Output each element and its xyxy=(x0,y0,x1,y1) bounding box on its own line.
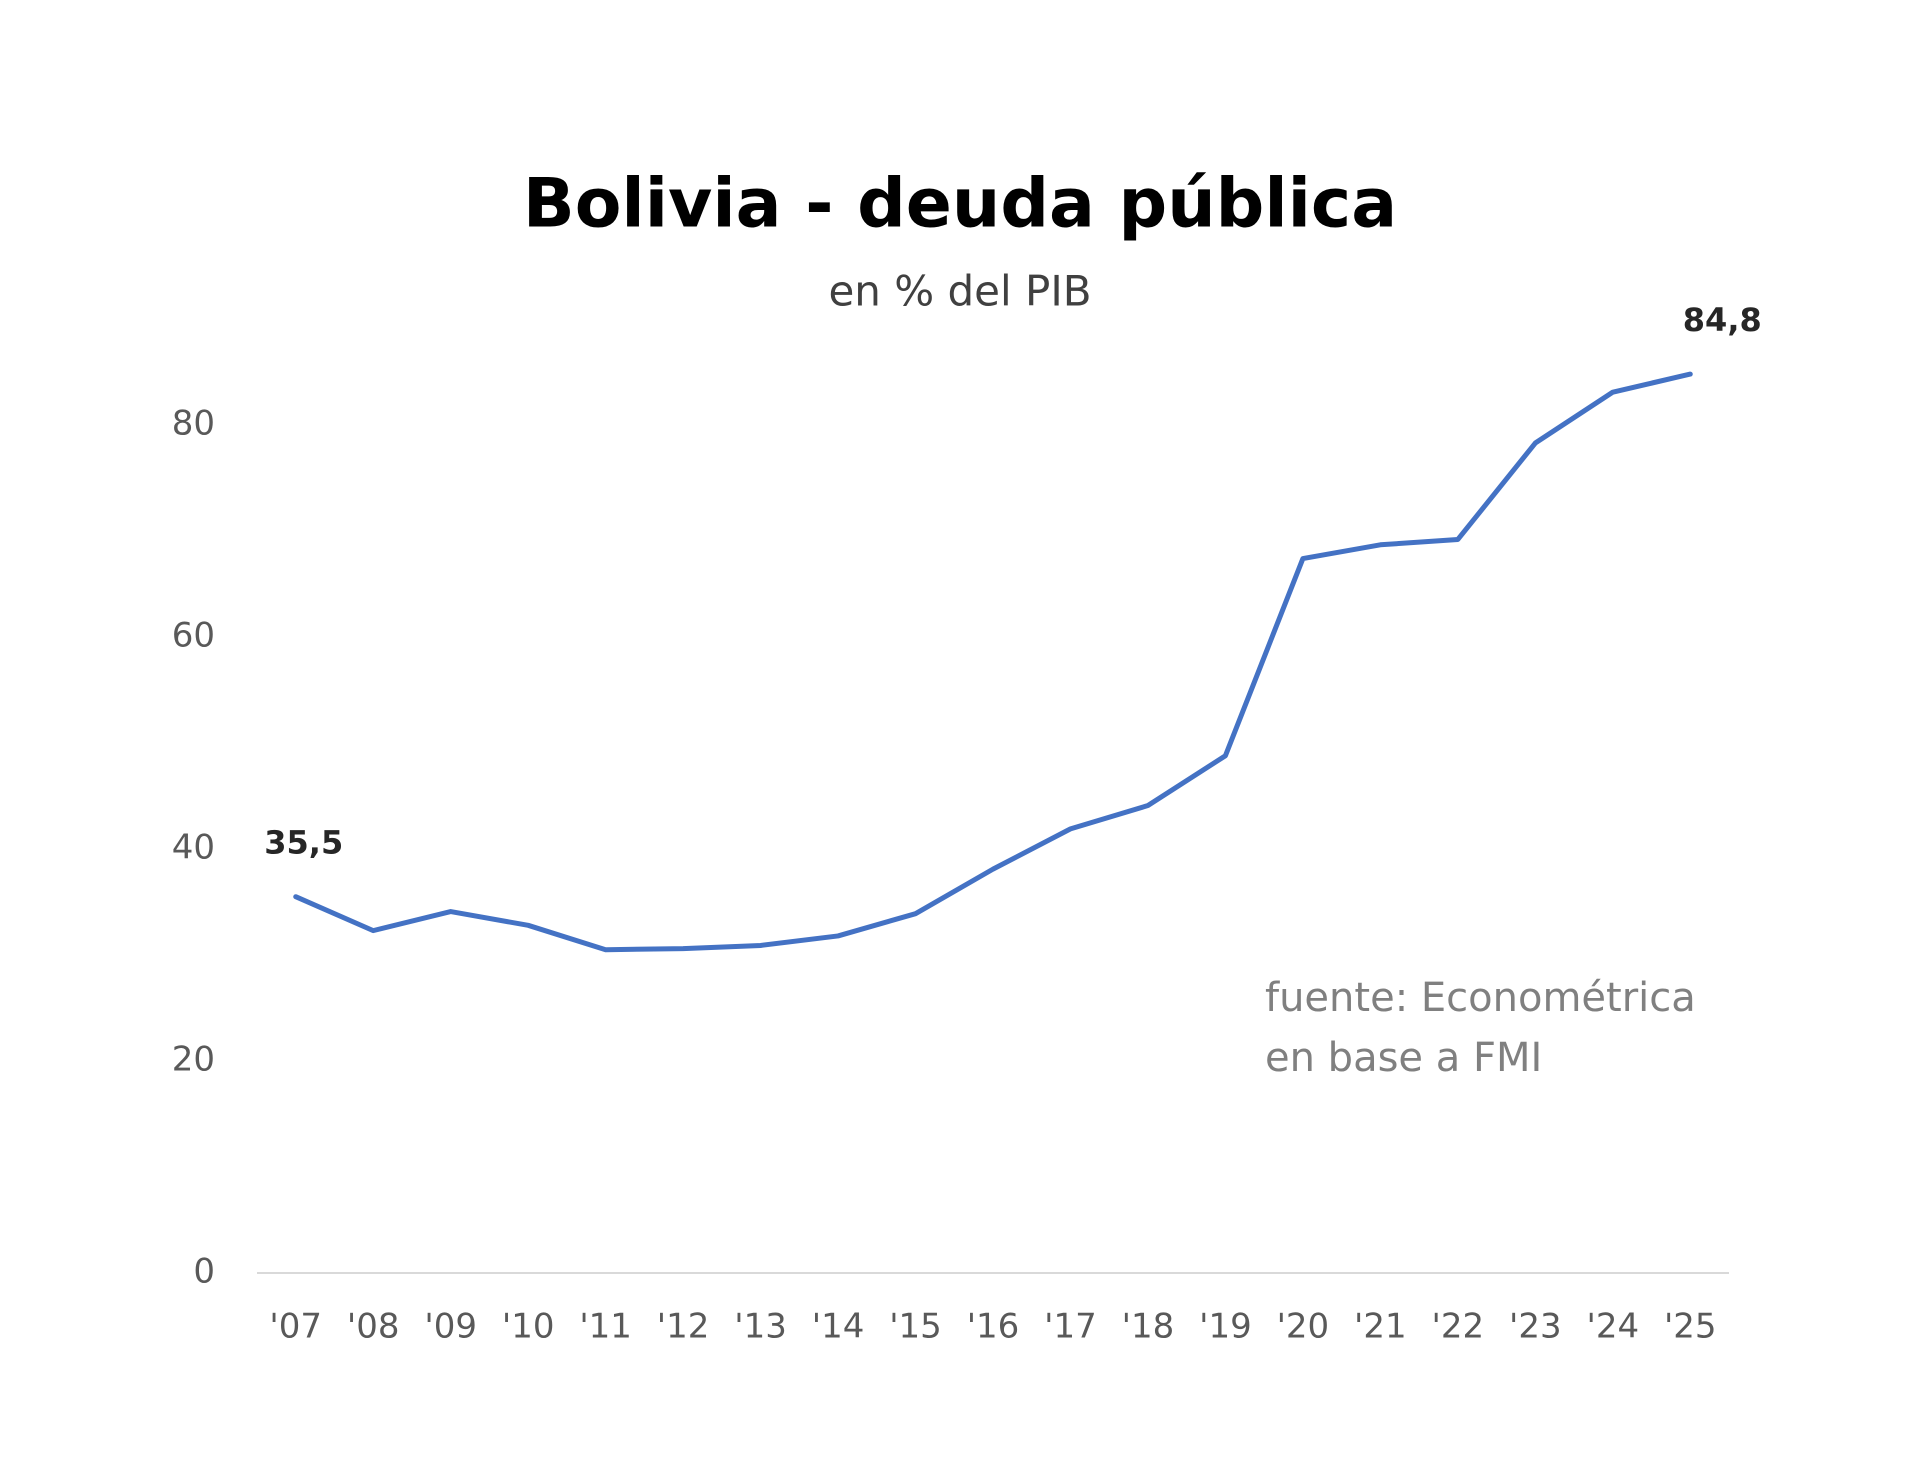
x-tick-label: '10 xyxy=(502,1307,555,1347)
x-tick-label: '15 xyxy=(889,1307,942,1347)
y-tick-label: 60 xyxy=(172,616,215,656)
x-tick-label: '16 xyxy=(967,1307,1020,1347)
annotation: fuente: Econométrica xyxy=(1265,975,1696,1021)
x-tick-label: '25 xyxy=(1664,1307,1717,1347)
y-tick-label: 40 xyxy=(172,828,215,868)
x-tick-label: '19 xyxy=(1199,1307,1252,1347)
data-label: 35,5 xyxy=(264,824,343,862)
chart-title: Bolivia - deuda pública xyxy=(523,165,1397,244)
y-tick-label: 80 xyxy=(172,404,215,444)
x-tick-label: '13 xyxy=(734,1307,787,1347)
data-label: 84,8 xyxy=(1683,301,1762,339)
y-tick-label: 0 xyxy=(193,1252,215,1292)
x-tick-label: '17 xyxy=(1044,1307,1097,1347)
annotation: en base a FMI xyxy=(1265,1035,1542,1081)
x-tick-label: '24 xyxy=(1586,1307,1639,1347)
x-tick-label: '09 xyxy=(424,1307,477,1347)
chart-subtitle: en % del PIB xyxy=(828,267,1091,316)
x-tick-label: '14 xyxy=(812,1307,865,1347)
x-tick-label: '20 xyxy=(1277,1307,1330,1347)
x-tick-label: '22 xyxy=(1432,1307,1485,1347)
x-tick-label: '07 xyxy=(269,1307,322,1347)
x-tick-label: '11 xyxy=(579,1307,632,1347)
line xyxy=(293,371,1693,953)
x-tick-label: '08 xyxy=(347,1307,400,1347)
y-tick-label: 20 xyxy=(172,1040,215,1080)
x-tick-label: '12 xyxy=(657,1307,710,1347)
x-tick-label: '23 xyxy=(1509,1307,1562,1347)
x-tick-label: '21 xyxy=(1354,1307,1407,1347)
x-tick-label: '18 xyxy=(1122,1307,1175,1347)
